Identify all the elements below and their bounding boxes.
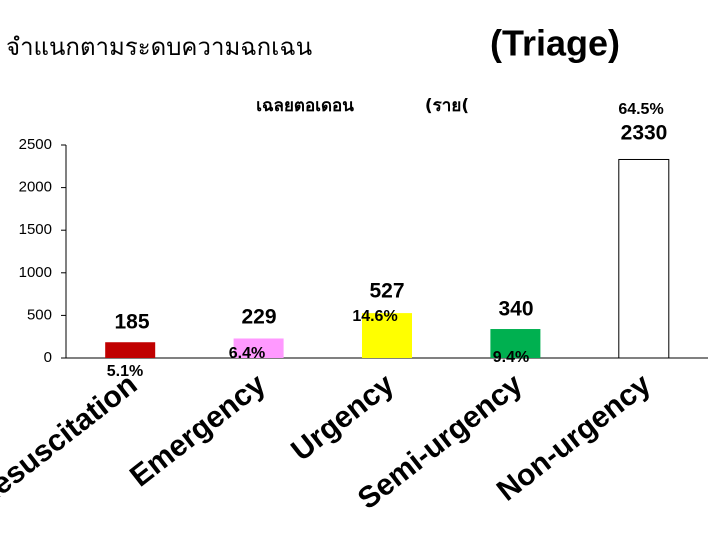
percent-label: 6.4% [229,345,265,362]
percent-label: 9.4% [493,349,529,366]
value-label: 185 [114,311,149,334]
bar [618,158,670,359]
value-label: 527 [369,280,404,303]
subtitle: เฉลยตอเดอน [256,96,354,116]
y-tick-label: 500 [27,306,52,323]
y-tick-label: 0 [44,349,52,366]
value-label: 2330 [621,122,668,145]
y-tick-label: 2500 [19,136,52,153]
y-tick-label: 2000 [19,179,52,196]
bar [233,338,284,358]
x-tick-label: Urgency [285,368,400,468]
percent-label: 64.5% [618,101,663,118]
percent-label: 14.6% [352,308,397,325]
bar [105,342,156,358]
x-tick-label: Emergency [124,368,272,494]
x-tick-label: Resuscitation [0,368,143,515]
bar [490,329,541,358]
y-tick-label: 1500 [19,221,52,238]
chart-title: จำแนกตามระดบความฉกเฉน [6,33,312,61]
y-tick-label: 1000 [19,264,52,281]
subtitle-unit: (ราย( [425,96,469,116]
bar [362,313,412,358]
value-label: 229 [241,306,276,329]
chart-title-suffix: (Triage) [490,23,620,64]
percent-label: 5.1% [107,363,143,380]
value-label: 340 [498,298,533,321]
